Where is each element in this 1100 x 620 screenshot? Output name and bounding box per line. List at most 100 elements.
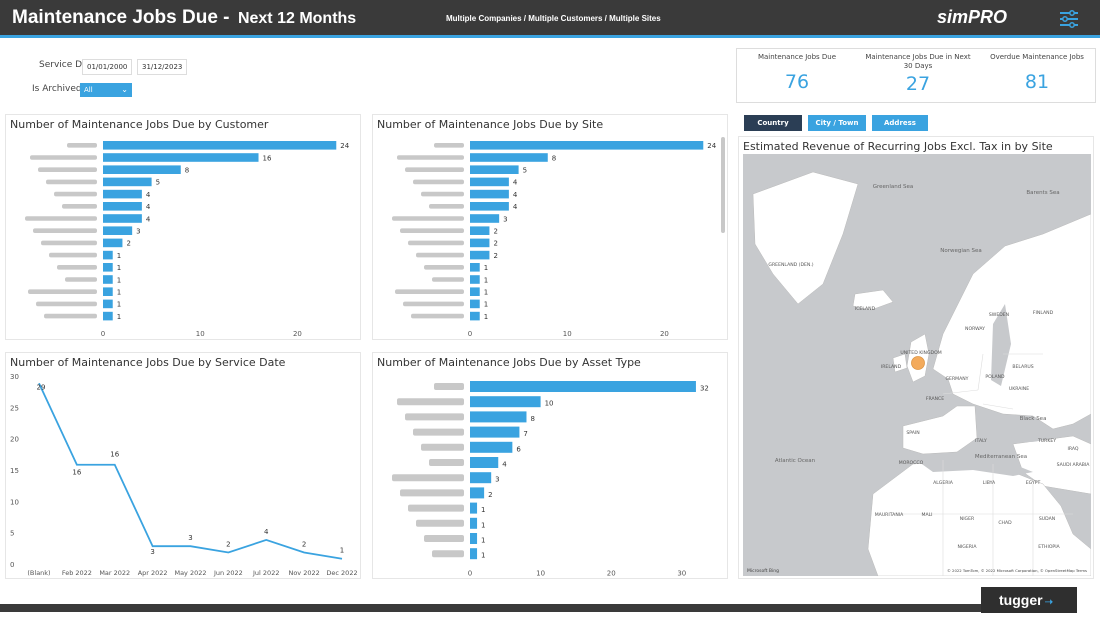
site-chart-panel: Number of Maintenance Jobs Due by Site 2… <box>372 114 728 340</box>
x-tick-label: 30 <box>677 569 686 577</box>
bar[interactable] <box>470 202 509 211</box>
map-label: ITALY <box>975 438 987 444</box>
bar[interactable] <box>470 177 509 187</box>
map-label: ICELAND <box>855 306 876 312</box>
y-tick-label: 20 <box>10 436 19 444</box>
bar[interactable] <box>103 153 259 162</box>
category-label <box>416 519 464 527</box>
bar[interactable] <box>103 214 142 223</box>
data-label: 2 <box>226 540 230 548</box>
chart-title: Number of Maintenance Jobs Due by Custom… <box>10 118 269 131</box>
bar[interactable] <box>103 263 113 272</box>
map-label: SWEDEN <box>989 312 1009 318</box>
revenue-map[interactable]: Greenland Sea Barents Sea Norwegian Sea GRE… <box>743 154 1091 576</box>
kpi-value: 27 <box>905 73 931 95</box>
map-label: MALI <box>921 512 932 518</box>
data-label: 1 <box>481 506 485 514</box>
data-label: 3 <box>150 548 154 556</box>
date-to-input[interactable]: 31/12/2023 <box>137 59 187 75</box>
series-line[interactable] <box>38 382 343 560</box>
bar[interactable] <box>470 502 478 514</box>
bar[interactable] <box>103 311 113 321</box>
data-label: 5 <box>156 179 160 187</box>
bar[interactable] <box>470 426 520 438</box>
data-label: 1 <box>481 521 485 529</box>
date-from-input[interactable]: 01/01/2000 <box>82 59 132 75</box>
bar[interactable] <box>103 177 152 187</box>
bar[interactable] <box>103 250 113 260</box>
bar[interactable] <box>103 275 113 284</box>
data-label: 3 <box>495 476 499 484</box>
bar[interactable] <box>470 517 478 529</box>
kpi-jobs-30-days: Maintenance Jobs Due in Next 30 Days 27 <box>863 53 973 95</box>
data-label: 24 <box>340 142 349 150</box>
arrow-icon: ➝ <box>1044 597 1053 608</box>
data-label: 1 <box>117 264 121 272</box>
bar[interactable] <box>470 263 480 272</box>
category-label <box>44 313 97 319</box>
chart-title: Number of Maintenance Jobs Due by Servic… <box>10 356 286 369</box>
bar[interactable] <box>470 381 696 392</box>
revenue-bubble[interactable] <box>911 356 925 370</box>
bar[interactable] <box>470 226 490 235</box>
bar[interactable] <box>470 250 490 260</box>
bar[interactable] <box>470 153 548 162</box>
scrollbar[interactable] <box>721 137 725 233</box>
bar[interactable] <box>470 548 478 560</box>
map-label: FRANCE <box>926 396 944 402</box>
category-label <box>46 179 97 185</box>
country-button[interactable]: Country <box>744 115 802 131</box>
chart-title: Number of Maintenance Jobs Due by Asset … <box>377 356 641 369</box>
map-label: LIBYA <box>983 480 996 486</box>
data-label: 10 <box>545 400 554 408</box>
bar[interactable] <box>470 165 519 174</box>
bar[interactable] <box>470 472 492 484</box>
map-label: NIGERIA <box>958 544 978 550</box>
data-label: 4 <box>146 203 151 211</box>
bar[interactable] <box>470 214 500 223</box>
bar[interactable] <box>103 189 142 199</box>
category-label <box>36 301 97 307</box>
title-main: Maintenance Jobs Due - <box>12 7 230 28</box>
category-label <box>397 155 464 160</box>
archived-select[interactable]: All ⌄ <box>80 83 132 97</box>
bar[interactable] <box>470 396 541 408</box>
bar[interactable] <box>103 226 133 235</box>
x-tick-label: 0 <box>101 330 105 338</box>
data-label: 1 <box>340 547 344 555</box>
bar[interactable] <box>103 202 142 211</box>
bar[interactable] <box>103 141 337 150</box>
data-label: 4 <box>146 215 151 223</box>
bar[interactable] <box>470 457 499 468</box>
bar[interactable] <box>103 165 181 174</box>
category-label <box>397 398 464 406</box>
data-label: 1 <box>481 552 485 560</box>
bar[interactable] <box>470 238 490 248</box>
bar[interactable] <box>470 299 480 309</box>
sliders-icon[interactable] <box>1058 9 1080 29</box>
city-town-button[interactable]: City / Town <box>808 115 866 131</box>
bar[interactable] <box>470 487 485 499</box>
x-tick-label: 10 <box>563 330 572 338</box>
bar[interactable] <box>470 441 513 453</box>
data-label: 5 <box>523 167 527 175</box>
x-tick-label: (Blank) <box>27 569 50 577</box>
bar[interactable] <box>470 533 478 544</box>
address-button[interactable]: Address <box>872 115 928 131</box>
bar[interactable] <box>470 311 480 321</box>
bar[interactable] <box>103 299 113 309</box>
bar[interactable] <box>470 411 527 423</box>
data-label: 4 <box>146 191 151 199</box>
category-label <box>38 167 97 172</box>
data-label: 4 <box>264 528 269 536</box>
map-label: SUDAN <box>1039 516 1055 522</box>
map-credit: Microsoft Bing <box>747 568 779 574</box>
category-label <box>25 216 97 221</box>
bar[interactable] <box>103 238 123 248</box>
data-label: 16 <box>263 154 272 162</box>
bar[interactable] <box>470 189 509 199</box>
bar[interactable] <box>470 275 480 284</box>
bar[interactable] <box>103 287 113 296</box>
bar[interactable] <box>470 287 480 296</box>
bar[interactable] <box>470 141 704 150</box>
